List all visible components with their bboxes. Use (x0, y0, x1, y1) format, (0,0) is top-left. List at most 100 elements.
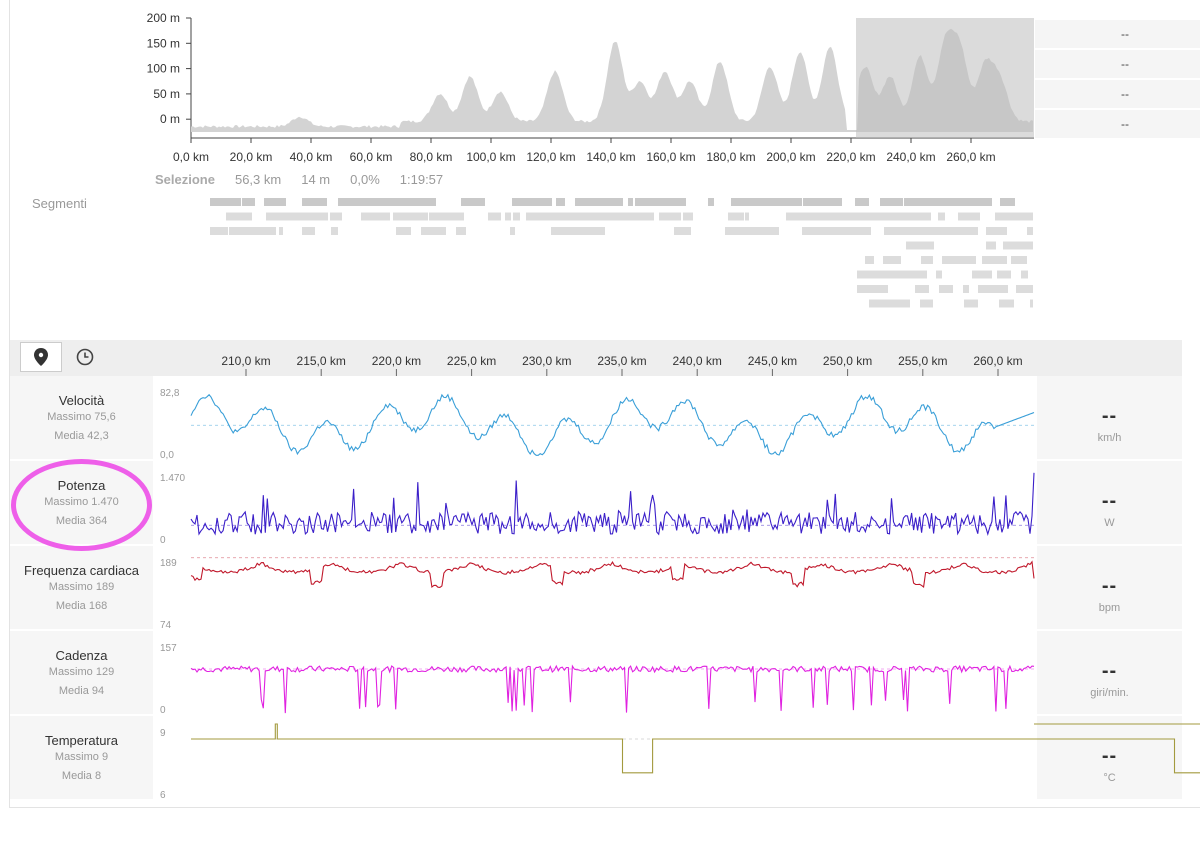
segment-bar[interactable] (865, 256, 874, 264)
segment-bar[interactable] (461, 198, 485, 206)
segment-bar[interactable] (743, 227, 769, 235)
segment-bar[interactable] (302, 227, 315, 235)
segment-bar[interactable] (942, 256, 968, 264)
segment-bar[interactable] (344, 198, 361, 206)
segment-bar[interactable] (731, 198, 751, 206)
segment-bar[interactable] (1027, 227, 1033, 235)
metric-charts[interactable]: 82,8 0,0 1.470 0 189 74 157 0 9 6 (0, 376, 1200, 806)
segment-bar[interactable] (331, 227, 338, 235)
segment-bar[interactable] (556, 198, 565, 206)
segment-bar[interactable] (1030, 299, 1033, 308)
segment-bar[interactable] (560, 212, 591, 221)
segment-bar[interactable] (245, 212, 251, 221)
segment-bar[interactable] (876, 270, 908, 279)
segment-bar[interactable] (488, 212, 501, 221)
segment-bar[interactable] (1003, 241, 1027, 250)
segment-bar[interactable] (316, 198, 327, 206)
segment-bar[interactable] (997, 270, 1011, 279)
segment-bar[interactable] (283, 212, 309, 221)
segment-bar[interactable] (264, 198, 286, 206)
segment-bar[interactable] (650, 198, 674, 206)
segment-bar[interactable] (636, 212, 654, 221)
segment-bar[interactable] (513, 212, 520, 221)
segment-bar[interactable] (505, 212, 511, 221)
segment-bar[interactable] (906, 227, 910, 235)
segment-bar[interactable] (999, 299, 1014, 308)
segment-bar[interactable] (832, 212, 859, 221)
segment-bar[interactable] (986, 241, 996, 250)
segment-bar[interactable] (765, 227, 779, 235)
segment-bar[interactable] (266, 212, 277, 221)
segment-bar[interactable] (935, 227, 963, 235)
segment-bar[interactable] (912, 198, 924, 206)
segment-bar[interactable] (708, 198, 714, 206)
segment-bar[interactable] (915, 285, 929, 293)
segment-bar[interactable] (263, 227, 276, 235)
segment-bar[interactable] (795, 212, 818, 221)
segment-bar[interactable] (575, 198, 606, 206)
segment-bar[interactable] (429, 212, 460, 221)
clock-icon[interactable] (64, 342, 106, 372)
segment-bar[interactable] (915, 212, 931, 221)
elevation-chart[interactable]: 200 m 150 m 100 m 50 m 0 m 0,0 km 20,0 km 40,0 … (0, 0, 1200, 170)
metric-label-cell[interactable]: Velocità Massimo 75,6 Media 42,3 (10, 376, 153, 460)
segment-bar[interactable] (393, 212, 426, 221)
segment-bar[interactable] (825, 227, 843, 235)
segment-bar[interactable] (623, 212, 640, 221)
segment-bar[interactable] (369, 212, 390, 221)
segment-bar[interactable] (279, 227, 283, 235)
segment-bar[interactable] (210, 227, 228, 235)
segment-bar[interactable] (413, 212, 428, 221)
segments-track[interactable] (0, 190, 1200, 330)
segment-bar[interactable] (891, 299, 910, 308)
segment-bar[interactable] (242, 198, 255, 206)
segment-bar[interactable] (360, 198, 383, 206)
segment-bar[interactable] (750, 198, 775, 206)
segment-bar[interactable] (867, 212, 894, 221)
segment-bar[interactable] (601, 227, 605, 235)
segment-bar[interactable] (903, 212, 907, 221)
metric-label-cell[interactable]: Frequenza cardiaca Massimo 189 Media 168 (10, 546, 153, 630)
segment-bar[interactable] (857, 270, 873, 279)
segment-bar[interactable] (1027, 212, 1033, 221)
segment-bar[interactable] (964, 299, 978, 308)
segment-bar[interactable] (909, 270, 927, 279)
segment-bar[interactable] (226, 212, 252, 221)
segment-bar[interactable] (975, 198, 989, 206)
segment-bar[interactable] (533, 198, 552, 206)
segment-bar[interactable] (617, 212, 623, 221)
segment-bar[interactable] (728, 212, 744, 221)
segment-bar[interactable] (880, 198, 903, 206)
segment-bar[interactable] (409, 198, 436, 206)
segment-bar[interactable] (904, 198, 918, 206)
segment-bar[interactable] (659, 212, 681, 221)
segment-bar[interactable] (336, 212, 342, 221)
segment-bar[interactable] (803, 198, 814, 206)
segment-bar[interactable] (674, 227, 691, 235)
segment-bar[interactable] (857, 285, 888, 293)
segment-bar[interactable] (978, 285, 1008, 293)
segment-bar[interactable] (551, 227, 579, 235)
segment-bar[interactable] (906, 241, 934, 250)
segment-bar[interactable] (510, 227, 515, 235)
segment-bar[interactable] (540, 212, 563, 221)
selection-overlay[interactable] (856, 18, 1034, 138)
segment-bar[interactable] (921, 256, 933, 264)
segment-bar[interactable] (958, 212, 973, 221)
segment-bar[interactable] (982, 256, 1007, 264)
segment-bar[interactable] (665, 198, 686, 206)
segment-bar[interactable] (386, 198, 402, 206)
segment-bar[interactable] (683, 212, 693, 221)
segment-bar[interactable] (786, 212, 799, 221)
segment-bar[interactable] (790, 198, 802, 206)
segment-bar[interactable] (920, 299, 933, 308)
segment-bar[interactable] (451, 212, 464, 221)
segment-bar[interactable] (606, 198, 623, 206)
segment-bar[interactable] (523, 198, 542, 206)
segment-bar[interactable] (578, 227, 604, 235)
segment-bar[interactable] (816, 212, 832, 221)
segment-bar[interactable] (963, 285, 969, 293)
segment-bar[interactable] (456, 227, 466, 235)
segment-bar[interactable] (421, 227, 442, 235)
segment-bar[interactable] (1024, 241, 1033, 250)
